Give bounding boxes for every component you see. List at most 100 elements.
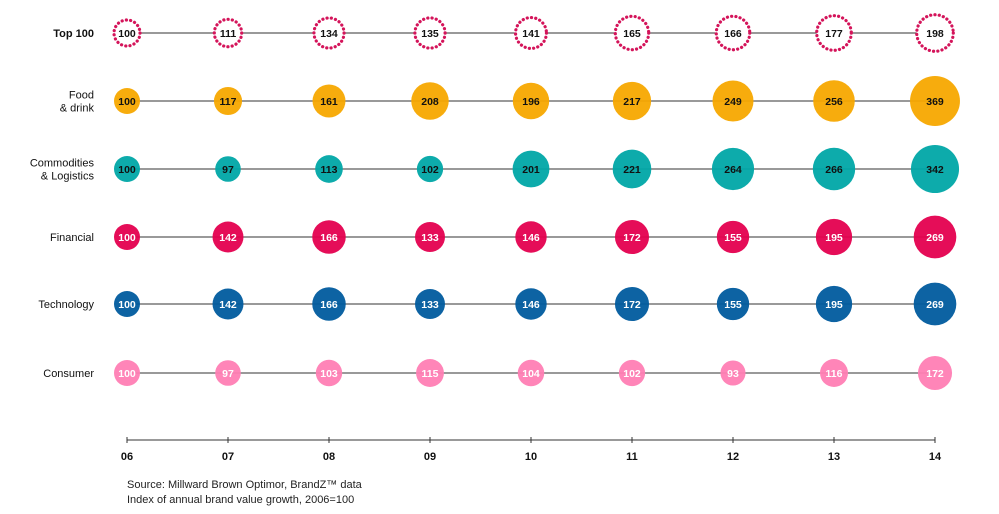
bubble-value-label: 249 — [724, 96, 742, 108]
bubble — [815, 285, 853, 323]
bubble-value-label: 102 — [421, 164, 439, 176]
bubble-value-label: 198 — [926, 28, 944, 40]
bubble-value-label: 115 — [422, 368, 439, 380]
bubble — [315, 155, 343, 183]
bubble-value-label: 217 — [623, 96, 641, 108]
bubble-value-label: 133 — [421, 232, 439, 244]
bubble-value-label: 266 — [825, 164, 843, 176]
bubble — [712, 80, 754, 122]
bubble-value-label: 256 — [825, 96, 843, 108]
bubble — [819, 358, 849, 388]
bubble — [813, 80, 855, 122]
bubble-value-label: 269 — [926, 232, 944, 244]
bubble — [614, 219, 650, 255]
x-tick-label: 11 — [626, 451, 638, 463]
bubble-top-100 — [112, 18, 142, 48]
x-tick-label: 14 — [929, 451, 942, 463]
row-label: & Logistics — [41, 171, 95, 183]
bubble — [415, 289, 445, 319]
bubble — [312, 220, 346, 254]
bubble — [416, 359, 444, 387]
bubble-value-label: 369 — [926, 96, 944, 108]
bubble-value-label: 100 — [118, 232, 136, 244]
row-label: Top 100 — [53, 28, 94, 40]
bubble-top-100 — [312, 16, 346, 50]
x-tick-label: 10 — [525, 451, 537, 463]
bubble — [215, 156, 241, 182]
bubble-value-label: 166 — [320, 299, 338, 311]
bubble-value-label: 264 — [724, 164, 742, 176]
bubble — [515, 288, 547, 320]
bubble-value-label: 342 — [926, 164, 944, 176]
row-label: Financial — [50, 232, 94, 244]
bubble-value-label: 135 — [421, 28, 439, 40]
bubble-value-label: 100 — [118, 96, 136, 108]
x-tick-label: 12 — [727, 451, 739, 463]
bubble-value-label: 142 — [219, 299, 237, 311]
bubble — [815, 218, 853, 256]
row-label: Commodities — [30, 158, 95, 170]
bubble-value-label: 172 — [623, 232, 641, 244]
row-label: & drink — [60, 103, 95, 115]
bubble-value-label: 177 — [825, 28, 843, 40]
x-tick-label: 07 — [222, 451, 234, 463]
bubble-value-label: 134 — [320, 28, 338, 40]
bubble-value-label: 161 — [320, 96, 338, 108]
bubble — [312, 287, 346, 321]
bubble-value-label: 97 — [222, 368, 234, 380]
bubble-value-label: 142 — [219, 232, 237, 244]
bubble — [411, 82, 449, 120]
bubble-value-label: 133 — [421, 299, 439, 311]
bubble — [114, 156, 140, 182]
bubble-value-label: 100 — [118, 368, 136, 380]
bubble-top-100 — [212, 17, 244, 49]
bubble — [711, 147, 755, 191]
bubble-value-label: 93 — [727, 368, 739, 380]
bubble — [415, 222, 445, 252]
bubble-top-100 — [413, 16, 447, 50]
chart-source: Source: Millward Brown Optimor, BrandZ™ … — [127, 478, 362, 508]
bubble-top-100 — [714, 14, 752, 52]
bubble-value-label: 196 — [522, 96, 540, 108]
bubble — [212, 221, 244, 253]
bubble — [212, 288, 244, 320]
bubble-value-label: 104 — [522, 368, 540, 380]
bubble — [114, 88, 140, 114]
bubble — [416, 155, 444, 183]
bubble — [913, 215, 957, 259]
bubble — [913, 282, 957, 326]
bubble-top-100 — [613, 14, 651, 52]
bubble — [716, 287, 750, 321]
bubble — [114, 224, 140, 250]
x-tick-label: 09 — [424, 451, 436, 463]
bubble-value-label: 146 — [522, 299, 540, 311]
bubble — [315, 359, 343, 387]
bubble-value-label: 155 — [724, 232, 742, 244]
bubble — [716, 220, 750, 254]
bubble-top-100 — [513, 15, 549, 51]
bubble-value-label: 155 — [724, 299, 742, 311]
row-label: Food — [69, 90, 94, 102]
x-tick-label: 08 — [323, 451, 335, 463]
bubble-value-label: 201 — [522, 164, 540, 176]
bubble — [812, 147, 856, 191]
row-label: Technology — [38, 299, 94, 311]
x-tick-label: 13 — [828, 451, 840, 463]
bubble-value-label: 116 — [826, 368, 843, 380]
bubble-value-label: 221 — [623, 164, 641, 176]
bubble — [517, 359, 545, 387]
bubble — [720, 360, 746, 386]
bubble — [114, 291, 140, 317]
bubble — [312, 84, 346, 118]
bubble-value-label: 100 — [118, 28, 136, 40]
bubble — [512, 150, 550, 188]
note-text: Index of annual brand value growth, 2006… — [127, 494, 355, 506]
bubble-value-label: 269 — [926, 299, 944, 311]
bubble — [910, 76, 960, 126]
bubble-value-label: 146 — [522, 232, 540, 244]
bubble-value-label: 100 — [118, 164, 136, 176]
bubble-value-label: 113 — [321, 164, 338, 176]
bubble-value-label: 172 — [623, 299, 641, 311]
bubble — [213, 86, 243, 116]
